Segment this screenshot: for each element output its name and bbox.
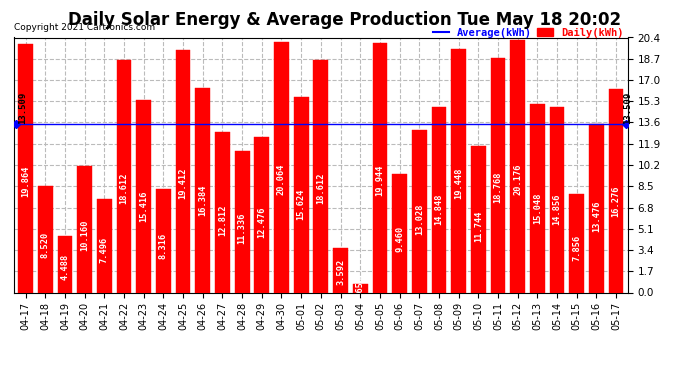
- Bar: [274, 42, 289, 292]
- Bar: [609, 89, 624, 292]
- Text: 14.856: 14.856: [553, 193, 562, 225]
- Bar: [333, 248, 348, 292]
- Bar: [294, 97, 308, 292]
- Bar: [511, 40, 525, 292]
- Bar: [137, 100, 151, 292]
- Text: 11.336: 11.336: [237, 213, 246, 244]
- Text: 13.476: 13.476: [592, 201, 601, 232]
- Text: 12.812: 12.812: [218, 205, 227, 236]
- Text: 18.612: 18.612: [316, 172, 326, 204]
- Text: 10.160: 10.160: [80, 220, 89, 251]
- Bar: [195, 88, 210, 292]
- Bar: [491, 58, 505, 292]
- Text: 13.509: 13.509: [623, 92, 632, 124]
- Bar: [589, 124, 604, 292]
- Text: 9.460: 9.460: [395, 226, 404, 252]
- Text: 8.520: 8.520: [41, 231, 50, 258]
- Bar: [313, 60, 328, 292]
- Text: 7.856: 7.856: [572, 235, 581, 261]
- Text: 13.028: 13.028: [415, 204, 424, 235]
- Text: 16.384: 16.384: [198, 184, 207, 216]
- Bar: [392, 174, 407, 292]
- Bar: [156, 189, 170, 292]
- Bar: [176, 50, 190, 292]
- Text: 11.744: 11.744: [474, 211, 483, 242]
- Text: 3.592: 3.592: [336, 259, 345, 285]
- Text: Copyright 2021 Cartronics.com: Copyright 2021 Cartronics.com: [14, 24, 155, 33]
- Text: 7.496: 7.496: [100, 237, 109, 264]
- Bar: [38, 186, 52, 292]
- Text: 16.276: 16.276: [611, 185, 620, 217]
- Bar: [471, 146, 486, 292]
- Text: Daily Solar Energy & Average Production Tue May 18 20:02: Daily Solar Energy & Average Production …: [68, 11, 622, 29]
- Bar: [97, 199, 112, 292]
- Text: 15.416: 15.416: [139, 190, 148, 222]
- Bar: [77, 165, 92, 292]
- Text: 19.864: 19.864: [21, 165, 30, 196]
- Bar: [18, 44, 33, 292]
- Bar: [569, 194, 584, 292]
- Text: 4.488: 4.488: [61, 254, 70, 280]
- Bar: [57, 236, 72, 292]
- Bar: [451, 50, 466, 292]
- Text: 20.064: 20.064: [277, 164, 286, 195]
- Bar: [550, 107, 564, 292]
- Text: 19.944: 19.944: [375, 165, 384, 196]
- Text: 15.048: 15.048: [533, 192, 542, 224]
- Bar: [431, 107, 446, 292]
- Text: 8.316: 8.316: [159, 232, 168, 259]
- Bar: [373, 43, 387, 292]
- Bar: [353, 284, 368, 292]
- Bar: [412, 130, 426, 292]
- Text: 12.476: 12.476: [257, 207, 266, 238]
- Text: 18.768: 18.768: [493, 171, 502, 202]
- Bar: [530, 104, 544, 292]
- Text: 0.656: 0.656: [356, 275, 365, 302]
- Bar: [117, 60, 131, 292]
- Text: 18.612: 18.612: [119, 172, 128, 204]
- Text: 15.624: 15.624: [297, 189, 306, 220]
- Bar: [215, 132, 230, 292]
- Text: 19.448: 19.448: [454, 167, 463, 199]
- Legend: Average(kWh), Daily(kWh): Average(kWh), Daily(kWh): [429, 24, 628, 42]
- Text: 13.509: 13.509: [18, 92, 27, 124]
- Bar: [255, 136, 269, 292]
- Text: 20.176: 20.176: [513, 163, 522, 195]
- Text: 14.848: 14.848: [435, 193, 444, 225]
- Text: 19.412: 19.412: [179, 168, 188, 199]
- Bar: [235, 151, 250, 292]
